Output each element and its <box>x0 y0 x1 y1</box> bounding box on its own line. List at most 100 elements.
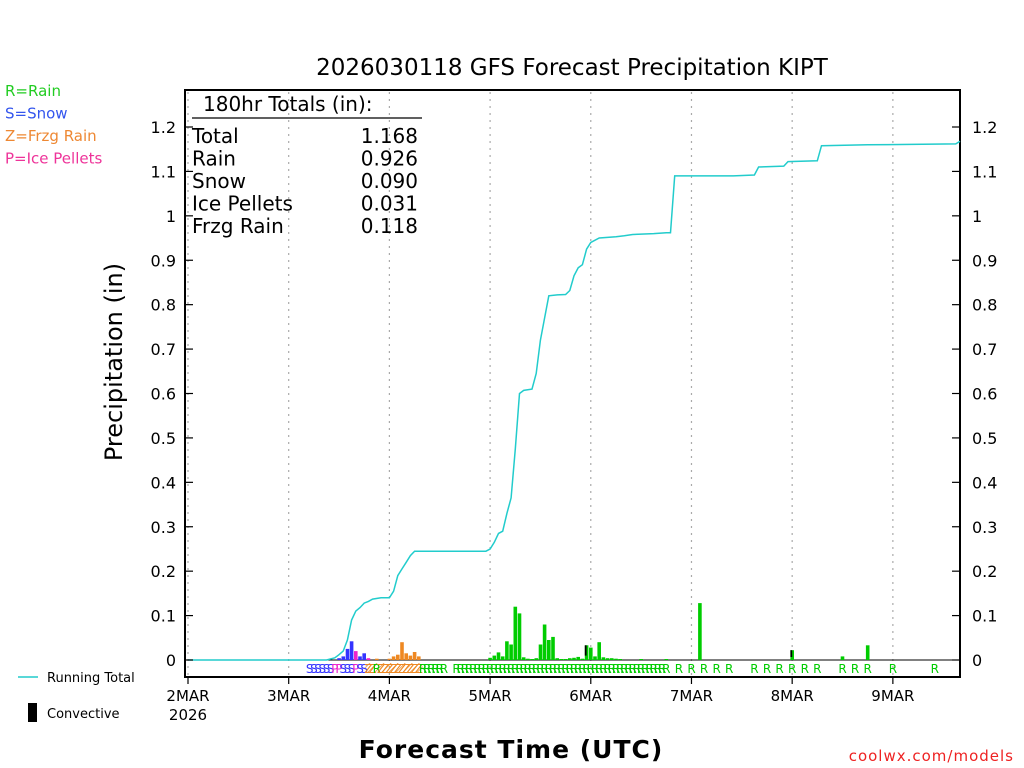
precip-bar-30 <box>542 624 547 660</box>
precip-bar-9 <box>387 658 392 660</box>
precip-bar-1 <box>341 656 346 660</box>
type-marker-40: R <box>482 662 490 676</box>
type-marker-61: R <box>570 662 578 676</box>
ytick-label-right-4: 0.4 <box>972 473 997 492</box>
type-marker-8: S <box>339 662 347 676</box>
type-marker-63: R <box>578 662 586 676</box>
xtick-label-6: 8MAR <box>771 687 814 705</box>
type-marker-15: Z <box>368 662 376 676</box>
ytick-label-left-3: 0.3 <box>151 518 176 537</box>
precip-bar-48 <box>618 659 622 660</box>
type-marker-75: R <box>629 662 637 676</box>
ytick-label-left-7: 0.7 <box>151 340 176 359</box>
type-marker-64: R <box>582 662 590 676</box>
ytick-label-left-5: 0.5 <box>151 429 176 448</box>
type-marker-27: R <box>419 662 427 676</box>
precip-bar-16 <box>417 656 421 660</box>
y-axis-right: 0 0.1 0.2 0.3 0.4 0.5 0.6 0.7 0.8 0.9 1 1.1 1.2 <box>952 118 997 670</box>
precip-bar-34 <box>559 659 564 660</box>
type-marker-6: P <box>331 662 338 676</box>
type-marker-5: S <box>327 662 335 676</box>
chart-title: 2026030118 GFS Forecast Precipitation KI… <box>316 55 829 81</box>
precip-bar-5 <box>358 656 362 660</box>
ytick-label-right-12: 1.2 <box>972 118 997 137</box>
xtick-label-5: 7MAR <box>670 687 713 705</box>
type-marker-93: R <box>801 662 809 676</box>
type-marker-46: R <box>507 662 515 676</box>
precip-bar-38 <box>576 656 580 660</box>
type-marker-29: R <box>427 662 435 676</box>
type-marker-12: S <box>356 662 364 676</box>
precip-bar-45 <box>605 658 610 660</box>
type-marker-96: R <box>851 662 859 676</box>
precip-bar-15 <box>412 652 417 660</box>
precip-bar-18 <box>492 655 497 660</box>
totals-header: 180hr Totals (in): <box>203 92 373 116</box>
convective-bar-52 <box>790 650 793 657</box>
totals-value-0: 1.168 <box>361 124 418 148</box>
ytick-label-left-6: 0.6 <box>151 385 176 404</box>
type-marker-36: R <box>465 662 473 676</box>
precip-bar-7 <box>366 658 371 660</box>
precip-bar-12 <box>400 642 404 660</box>
type-marker-31: R <box>436 662 444 676</box>
ytick-label-right-1: 0.1 <box>972 607 997 626</box>
totals-rows: Total 1.168 Rain 0.926 Snow 0.090 Ice Pellets 0… <box>191 124 418 238</box>
type-marker-0: S <box>306 662 314 676</box>
precip-bar-29 <box>538 644 543 660</box>
precip-bar-11 <box>396 654 400 660</box>
type-marker-77: R <box>637 662 645 676</box>
type-marker-83: R <box>662 662 670 676</box>
type-marker-16: R <box>373 662 381 676</box>
running-total-legend: Running Total <box>18 671 135 686</box>
type-marker-19: Z <box>385 662 393 676</box>
type-marker-50: R <box>524 662 532 676</box>
type-marker-39: R <box>478 662 486 676</box>
totals-value-2: 0.090 <box>361 169 418 193</box>
type-marker-45: R <box>503 662 511 676</box>
ytick-label-right-10: 1 <box>972 207 982 226</box>
type-marker-72: R <box>616 662 624 676</box>
ytick-label-left-0: 0 <box>166 651 176 670</box>
type-marker-34: R <box>457 662 465 676</box>
ytick-label-right-8: 0.8 <box>972 296 997 315</box>
totals-label-0: Total <box>191 124 239 148</box>
type-marker-4: S <box>323 662 331 676</box>
precip-type-legend: R=Rain S=Snow Z=Frzg Rain P=Ice Pellets <box>5 82 102 168</box>
type-marker-95: R <box>838 662 846 676</box>
totals-label-2: Snow <box>192 169 246 193</box>
totals-label-3: Ice Pellets <box>192 192 293 216</box>
precip-bar-49 <box>639 659 643 660</box>
type-marker-18: Z <box>381 662 389 676</box>
type-marker-2: S <box>314 662 322 676</box>
totals-value-4: 0.118 <box>361 214 418 238</box>
type-marker-86: R <box>700 662 708 676</box>
totals-label-4: Frzg Rain <box>192 214 284 238</box>
type-marker-42: R <box>490 662 498 676</box>
type-marker-98: R <box>889 662 897 676</box>
precip-bar-47 <box>614 658 618 660</box>
ytick-label-left-11: 1.1 <box>151 162 176 181</box>
type-marker-56: R <box>549 662 557 676</box>
precip-bar-23 <box>513 606 518 660</box>
ytick-label-left-9: 0.9 <box>151 251 176 270</box>
xtick-sublabel-0: 2026 <box>169 706 207 724</box>
type-marker-21: Z <box>394 662 402 676</box>
precip-bar-0 <box>337 658 341 660</box>
ytick-label-left-10: 1 <box>166 207 176 226</box>
legend-type-1: S=Snow <box>5 105 68 123</box>
type-marker-67: R <box>595 662 603 676</box>
type-marker-90: R <box>763 662 771 676</box>
precip-bar-25 <box>521 657 526 660</box>
ytick-label-right-3: 0.3 <box>972 518 997 537</box>
type-marker-33: R <box>452 662 460 676</box>
type-marker-58: R <box>557 662 565 676</box>
precip-bar-42 <box>593 656 597 660</box>
precip-bar-53 <box>840 656 845 660</box>
xtick-label-4: 6MAR <box>569 687 612 705</box>
xtick-label-3: 5MAR <box>469 687 512 705</box>
y-axis-title: Precipitation (in) <box>100 263 128 461</box>
type-marker-11: P <box>352 662 359 676</box>
